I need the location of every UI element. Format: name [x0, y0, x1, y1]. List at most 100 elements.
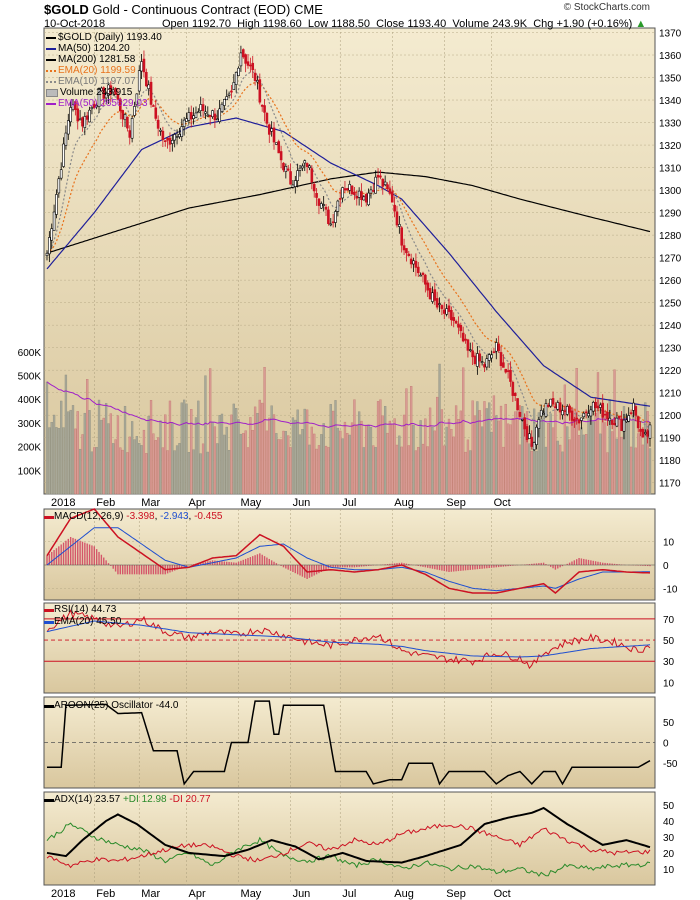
volume-bar — [45, 381, 49, 495]
candle-body — [348, 184, 351, 191]
volume-bar — [69, 409, 72, 495]
month-label: Mar — [141, 497, 160, 509]
volume-bar — [74, 428, 77, 495]
price-tick-label: 1210 — [659, 389, 682, 400]
candle-body — [215, 118, 219, 121]
candle-body — [577, 419, 581, 424]
candle-body — [284, 166, 288, 172]
high-value: 1198.60 — [262, 18, 302, 30]
volume-bar — [142, 429, 146, 495]
price-legend: $GOLD (Daily) 1193.40 MA(50) 1204.20 MA(… — [46, 32, 162, 109]
candle-body — [76, 108, 80, 122]
macd-label: ▬MACD(12,26,9) -3.398, -2.943, -0.455 — [44, 511, 223, 522]
candle-body — [156, 119, 160, 129]
volume-bar — [622, 406, 626, 495]
candle-body — [81, 117, 84, 127]
candle-body — [175, 136, 179, 138]
volume-bar — [88, 410, 91, 495]
volume-bar — [197, 400, 200, 495]
volume-bar — [218, 415, 221, 495]
volume-bar — [235, 408, 238, 495]
rsi-panel — [43, 602, 656, 694]
candle-body — [599, 404, 602, 408]
candle-body — [168, 137, 172, 145]
volume-bar — [187, 452, 191, 495]
month-label: Apr — [189, 497, 206, 509]
candle-body — [95, 105, 98, 108]
price-panel — [43, 27, 656, 495]
volume-bar — [350, 422, 354, 495]
minus-di-line — [46, 823, 651, 869]
volume-bar — [431, 426, 434, 495]
volume-bar — [107, 423, 110, 495]
month-label: 2018 — [51, 888, 75, 900]
candle-body — [426, 282, 430, 291]
volume-bar — [601, 414, 604, 495]
candle-body — [249, 64, 252, 67]
candle-body — [636, 416, 640, 429]
volume-bar — [289, 447, 292, 495]
candle-body — [199, 104, 203, 112]
candle-body — [55, 194, 58, 215]
volume-bar — [244, 430, 247, 495]
month-label: Sep — [446, 497, 466, 509]
volume-bar — [369, 426, 373, 495]
volume-bar — [556, 440, 559, 495]
volume-bar — [362, 447, 366, 495]
candle-body — [232, 82, 236, 90]
volume-bar — [497, 420, 500, 495]
volume-bar — [315, 448, 318, 495]
aroon-label: ▬AROON(25) Oscillator -44.0 — [44, 700, 179, 711]
candle-body — [589, 409, 593, 417]
adx-tick-label: 40 — [663, 817, 675, 828]
candle-body — [400, 227, 404, 246]
volume-bar — [154, 440, 157, 495]
candle-body — [532, 442, 536, 451]
volume-bar — [580, 427, 583, 495]
rsi-tick-label: 70 — [663, 615, 675, 626]
candle-body — [587, 413, 590, 417]
candle-body — [140, 61, 143, 72]
candle-body — [547, 405, 550, 407]
candle-body — [601, 402, 605, 418]
volume-bar — [227, 450, 231, 495]
volume-bar — [599, 433, 602, 495]
candle-body — [416, 266, 420, 274]
candle-body — [535, 426, 538, 445]
volume-bar — [355, 425, 358, 495]
candle-body — [412, 260, 415, 265]
candle-body — [544, 403, 548, 417]
candle-body — [322, 204, 325, 206]
candle-body — [629, 412, 633, 414]
volume-bar — [173, 450, 176, 495]
candle-body — [334, 211, 337, 223]
candle-body — [78, 118, 82, 121]
aroon-tick-label: 0 — [663, 739, 669, 750]
legend-ema20: EMA(20) 1199.59 — [46, 65, 162, 76]
candle-body — [286, 168, 290, 171]
volume-bar — [161, 447, 165, 495]
candle-body — [461, 332, 465, 342]
adx-panel — [43, 791, 656, 886]
candle-body — [625, 419, 628, 423]
legend-volume: Volume 243,915 — [46, 87, 162, 98]
candle-body — [275, 142, 278, 145]
candle-body — [182, 119, 186, 127]
volume-bar — [563, 384, 567, 495]
candle-body — [445, 308, 448, 315]
volume-bar — [490, 431, 493, 495]
candle-body — [646, 430, 649, 437]
candle-body — [208, 114, 212, 117]
volume-bar — [90, 451, 94, 495]
candle-body — [464, 338, 467, 341]
volume-bar — [502, 446, 505, 495]
volume-bar — [93, 447, 96, 495]
adx-line — [46, 806, 651, 864]
candle-body — [494, 342, 498, 352]
volume-bar — [625, 414, 628, 495]
volume-bar — [464, 451, 467, 495]
macd-signal-line — [46, 527, 650, 592]
candle-body — [518, 411, 522, 417]
candle-body — [291, 184, 295, 188]
candle-body — [178, 133, 181, 138]
